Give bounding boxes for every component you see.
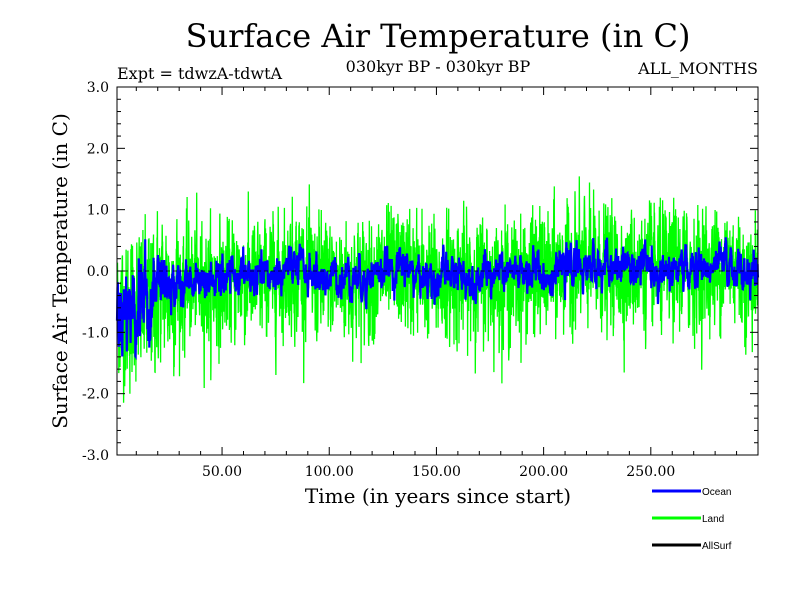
x-tick-label: 200.00 <box>519 464 568 480</box>
legend-label-land: Land <box>702 514 724 525</box>
x-tick-label: 100.00 <box>305 464 354 480</box>
plot-area: 50.00 100.00 150.00 200.00 250.00 -3.0 -2.0 -1… <box>82 80 760 480</box>
chart-title: Surface Air Temperature (in C) <box>186 17 691 55</box>
x-axis-label: Time (in years since start) <box>305 484 571 508</box>
y-tick-label: -1.0 <box>82 325 109 341</box>
y-tick-label: -2.0 <box>82 387 109 403</box>
series-line-ocean <box>115 237 760 361</box>
y-axis-label: Surface Air Temperature (in C) <box>48 113 72 429</box>
legend-label-allsurf: AllSurf <box>702 541 732 552</box>
months-label: ALL_MONTHS <box>637 59 758 78</box>
y-axis: -3.0 -2.0 -1.0 0.0 1.0 2.0 3.0 <box>82 80 758 464</box>
x-tick-label: 50.00 <box>202 464 242 480</box>
y-tick-label: 0.0 <box>87 264 109 280</box>
y-tick-label: 1.0 <box>87 203 109 219</box>
x-axis: 50.00 100.00 150.00 200.00 250.00 <box>135 87 738 480</box>
experiment-label: Expt = tdwzA-tdwtA <box>117 64 283 83</box>
period-label: 030kyr BP - 030kyr BP <box>346 57 531 76</box>
legend: Ocean Land AllSurf <box>652 487 732 552</box>
x-tick-label: 150.00 <box>412 464 461 480</box>
series-layer <box>115 176 760 403</box>
y-tick-label: 2.0 <box>87 141 109 157</box>
x-tick-label: 250.00 <box>626 464 675 480</box>
y-tick-label: -3.0 <box>82 448 109 464</box>
y-tick-label: 3.0 <box>87 80 109 96</box>
legend-label-ocean: Ocean <box>702 487 731 498</box>
